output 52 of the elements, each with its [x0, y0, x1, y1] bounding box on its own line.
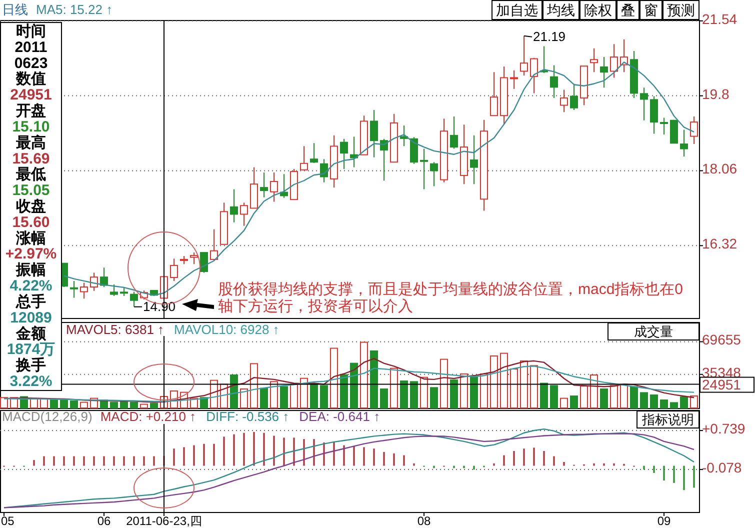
annotation: 2011	[14, 38, 48, 56]
annotation: 15.60	[12, 214, 50, 231]
annotation: 0623	[14, 54, 48, 72]
text: MAVOL10: 6928 ↑	[174, 322, 280, 337]
annotation: 涨幅	[15, 230, 46, 247]
annotation: 15.05	[12, 182, 50, 200]
text: MAVOL5: 6381 ↑	[66, 322, 164, 337]
text: 叠	[621, 2, 635, 18]
annotation: 金额	[15, 324, 47, 342]
text: DIFF: -0.536 ↑	[206, 409, 290, 424]
text: 预测	[667, 2, 695, 18]
x-tick-label: 2011-06-23,四	[126, 514, 202, 528]
annotation: 15.69	[12, 150, 50, 168]
annotation: 最高	[15, 133, 46, 152]
x-tick-label: 09	[657, 514, 671, 528]
annotation: 换手	[15, 357, 46, 374]
text: MA5: 15.22 ↑	[36, 2, 113, 17]
x-tick-label: 05	[1, 514, 15, 528]
y-tick-label: +0.739	[702, 420, 746, 437]
annotation: 最低	[15, 166, 46, 184]
annotation: 收盘	[16, 198, 46, 215]
text: 均线	[546, 2, 575, 18]
annotation: +2.97%	[5, 246, 57, 263]
y-tick-label: 16.32	[702, 236, 738, 252]
ref-line-label: 24951	[702, 376, 742, 392]
chart-title: MACD(12,26,9)	[2, 409, 92, 424]
chart-title: 日线	[2, 2, 28, 17]
y-tick-label: 21.54	[702, 10, 738, 27]
annotation: 总手	[15, 293, 46, 310]
annotation: 3.22%	[10, 373, 52, 390]
annotation: 时间	[16, 22, 46, 40]
annotation: 1874万	[6, 341, 56, 358]
annotation: 12089	[10, 309, 52, 326]
y-tick-label: 69655	[702, 332, 742, 348]
annotation: 21.19	[533, 28, 566, 44]
annotation: 开盘	[15, 102, 46, 120]
annotation: 成交量	[634, 324, 673, 339]
annotation: 24951	[10, 86, 52, 104]
x-tick-label: 06	[97, 514, 111, 528]
annotation: 15.10	[12, 118, 50, 136]
annotation: 振幅	[15, 262, 46, 279]
series-label: MACD: +0.210 ↑	[100, 409, 196, 424]
y-tick-label: 19.8	[702, 86, 730, 102]
annotation: 股价获得均线的支撑，而且是处于均量线的波谷位置，macd指标也在0轴下方运行，投资者可以介入	[218, 281, 684, 315]
text: 加自选	[496, 2, 538, 18]
x-tick-label: 08	[417, 514, 431, 528]
y-tick-label: -0.078	[702, 459, 742, 476]
annotation: 指标说明	[641, 412, 694, 427]
y-tick-label: 18.06	[702, 160, 738, 177]
annotation: 数值	[15, 70, 46, 88]
annotation: 4.22%	[10, 278, 52, 295]
series-label: DEA: -0.641 ↑	[299, 409, 380, 424]
